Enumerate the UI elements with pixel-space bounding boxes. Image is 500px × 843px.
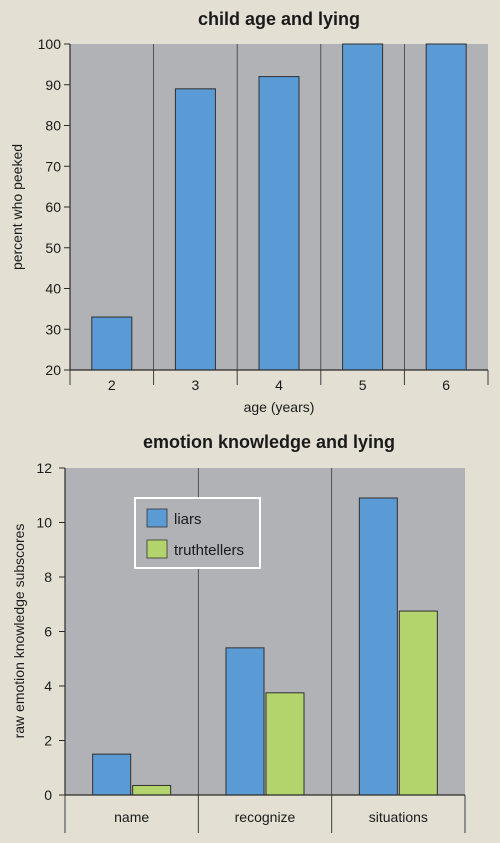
chart2-bar-truthtellers-situations bbox=[398, 610, 438, 796]
chart2-x-tick: recognize bbox=[235, 809, 296, 825]
chart2-bar-truthtellers-name bbox=[132, 784, 172, 796]
chart2-y-tick: 6 bbox=[44, 624, 52, 640]
chart2-legend: liars truthtellers bbox=[134, 497, 261, 569]
chart2-y-tick: 8 bbox=[44, 569, 52, 585]
chart2-title: emotion knowledge and lying bbox=[143, 432, 395, 452]
chart1-gridlines bbox=[153, 44, 405, 370]
chart1-x-axis-label: age (years) bbox=[244, 399, 315, 415]
chart1-y-tick: 50 bbox=[45, 240, 61, 256]
chart2-y-tick: 4 bbox=[44, 678, 52, 694]
chart2-bar-liars-name bbox=[92, 753, 132, 796]
chart1-title: child age and lying bbox=[198, 9, 360, 29]
chart1-bars bbox=[91, 43, 467, 371]
chart1-bar-age-5 bbox=[342, 43, 384, 371]
chart1-x-tick: 5 bbox=[359, 377, 367, 393]
chart1-y-tick: 90 bbox=[45, 77, 61, 93]
chart1-y-tick: 60 bbox=[45, 199, 61, 215]
chart1-y-tick: 80 bbox=[45, 118, 61, 134]
chart1-axes bbox=[64, 43, 489, 385]
chart2-y-axis-label: raw emotion knowledge subscores bbox=[11, 524, 27, 739]
chart2-y-tick: 10 bbox=[36, 515, 52, 531]
chart1-x-tick-labels: 2 3 4 5 6 bbox=[108, 377, 450, 393]
chart1-y-tick: 30 bbox=[45, 321, 61, 337]
chart1-x-tick: 6 bbox=[442, 377, 450, 393]
chart2-y-tick: 2 bbox=[44, 733, 52, 749]
chart1-y-tick: 100 bbox=[38, 36, 62, 52]
legend-swatch-liars bbox=[146, 508, 168, 528]
chart2-axes bbox=[59, 467, 466, 833]
chart2-x-tick: situations bbox=[369, 809, 428, 825]
chart2-y-tick: 0 bbox=[44, 787, 52, 803]
chart-age-lying: child age and lying 2030405060708090100 … bbox=[9, 9, 489, 415]
legend-label-liars: liars bbox=[174, 511, 202, 528]
chart2-plot-area bbox=[65, 468, 465, 795]
chart1-bar-age-6 bbox=[425, 43, 467, 371]
chart1-bar-age-2 bbox=[91, 316, 133, 371]
chart1-bar-age-3 bbox=[174, 88, 216, 371]
chart-emotion-lying: emotion knowledge and lying 0 2 4 6 8 10 12 na… bbox=[11, 432, 466, 833]
chart2-y-tick-labels: 0 2 4 6 8 10 12 bbox=[36, 460, 52, 803]
chart1-x-tick: 2 bbox=[108, 377, 116, 393]
chart1-x-tick: 3 bbox=[192, 377, 200, 393]
chart2-bar-liars-situations bbox=[358, 497, 398, 796]
chart1-y-tick: 40 bbox=[45, 281, 61, 297]
chart2-bar-liars-recognize bbox=[225, 647, 265, 796]
chart2-bar-truthtellers-recognize bbox=[265, 692, 305, 796]
chart1-y-axis-label: percent who peeked bbox=[9, 144, 25, 270]
chart1-bar-age-4 bbox=[258, 76, 300, 371]
chart2-y-tick: 12 bbox=[36, 460, 52, 476]
chart2-x-tick-labels: name recognize situations bbox=[114, 809, 428, 825]
chart2-x-tick: name bbox=[114, 809, 149, 825]
legend-label-truthtellers: truthtellers bbox=[174, 542, 244, 559]
chart1-y-tick-labels: 20 30 40 50 60 70 80 90 100 bbox=[38, 36, 62, 378]
chart1-x-tick: 4 bbox=[275, 377, 283, 393]
chart1-y-tick: 70 bbox=[45, 158, 61, 174]
chart1-y-tick: 20 bbox=[45, 362, 61, 378]
chart2-bars bbox=[92, 497, 438, 796]
legend-swatch-truthtellers bbox=[146, 539, 168, 559]
